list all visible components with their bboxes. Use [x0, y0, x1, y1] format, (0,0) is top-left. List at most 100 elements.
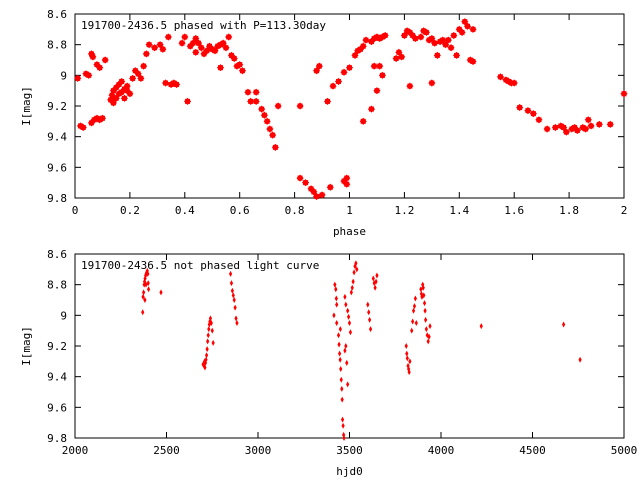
data-point: [232, 297, 236, 303]
data-point: [573, 126, 581, 135]
data-point: [406, 82, 414, 90]
data-point: [266, 125, 274, 133]
y-tick-label: 9: [60, 309, 67, 322]
data-point: [408, 358, 412, 365]
data-point: [428, 34, 436, 43]
data-point: [233, 304, 237, 311]
data-point: [118, 77, 126, 86]
data-point: [352, 269, 356, 276]
data-point: [368, 326, 373, 333]
data-point: [252, 88, 260, 96]
data-point: [339, 376, 343, 383]
x-tick-label: 1: [346, 204, 353, 217]
y-tick-label: 9.2: [47, 340, 67, 353]
y-tick-label: 9.8: [47, 192, 67, 205]
data-point: [362, 36, 370, 44]
data-point: [584, 116, 592, 124]
data-point: [98, 114, 107, 122]
data-point: [427, 333, 431, 340]
data-point: [370, 34, 378, 43]
data-point: [469, 25, 477, 33]
data-point: [335, 301, 339, 308]
data-point: [420, 293, 424, 300]
data-point: [208, 315, 213, 322]
data-point: [368, 316, 372, 323]
data-point: [444, 36, 452, 44]
data-point: [343, 180, 351, 188]
data-point: [236, 61, 244, 69]
data-point: [143, 297, 147, 303]
data-point: [74, 74, 82, 82]
data-point: [315, 62, 323, 70]
tick-group: 2000 2500 3000 3500 4000 4500 5000 8.6 8.8 9 9.2 9.…: [47, 248, 637, 457]
data-point: [455, 25, 463, 33]
data-point: [210, 327, 214, 334]
x-tick-label: 1.6: [504, 204, 524, 217]
data-point: [145, 41, 153, 49]
data-point: [206, 332, 210, 339]
data-point: [225, 33, 233, 41]
data-point: [395, 48, 403, 56]
data-point: [126, 90, 134, 98]
data-point: [296, 174, 304, 182]
data-point: [235, 320, 239, 326]
data-point: [228, 270, 233, 277]
y-tick-label: 8.8: [47, 39, 67, 52]
data-point: [229, 280, 234, 287]
data-point: [252, 97, 260, 105]
data-point: [312, 192, 321, 201]
data-point: [479, 323, 483, 330]
data-point: [244, 88, 252, 96]
data-point: [421, 284, 425, 291]
data-point: [463, 22, 472, 30]
data-point: [469, 57, 477, 66]
data-point: [346, 313, 351, 320]
data-point: [407, 369, 411, 376]
data-point: [562, 128, 570, 136]
phased-light-curve-chart: 191700-2436.5 phased with P=113.30day ph…: [20, 8, 628, 238]
data-point: [146, 270, 150, 277]
data-point: [366, 301, 370, 308]
y-tick-label: 9.6: [47, 161, 67, 174]
data-point: [359, 117, 367, 125]
data-point: [333, 281, 337, 288]
data-point: [374, 278, 378, 285]
data-point: [189, 39, 197, 47]
data-point: [433, 51, 441, 59]
data-point: [424, 316, 428, 323]
data-point: [450, 31, 458, 40]
data-point: [410, 327, 414, 334]
data-point: [205, 346, 209, 353]
unphased-light-curve-chart: 191700-2436.5 not phased light curve hjd…: [20, 248, 637, 478]
data-point: [367, 309, 371, 316]
plot-frame: [74, 13, 625, 199]
data-point: [420, 27, 428, 35]
data-point: [222, 44, 230, 52]
data-point: [439, 36, 447, 44]
data-point: [181, 33, 189, 41]
data-point: [560, 123, 568, 132]
data-point: [101, 56, 109, 64]
data-point: [340, 68, 348, 76]
x-tick-label: 1.8: [559, 204, 579, 217]
plot-frame: [74, 253, 625, 439]
data-point: [219, 39, 227, 47]
data-point: [373, 87, 381, 95]
chart-title: 191700-2436.5 phased with P=113.30day: [81, 19, 326, 32]
data-point: [466, 56, 474, 64]
y-tick-label: 9.4: [47, 131, 67, 144]
data-point: [204, 352, 209, 359]
data-point: [417, 33, 425, 41]
data-point: [141, 293, 145, 300]
data-point: [346, 381, 350, 388]
data-point: [211, 339, 215, 346]
data-point: [430, 39, 439, 47]
data-point: [129, 74, 137, 82]
data-point: [329, 82, 337, 90]
x-tick-label: 4000: [428, 444, 455, 457]
data-point: [354, 47, 362, 55]
data-points: [74, 18, 628, 201]
data-point: [85, 71, 93, 79]
data-point: [216, 41, 225, 49]
data-point: [375, 272, 379, 279]
